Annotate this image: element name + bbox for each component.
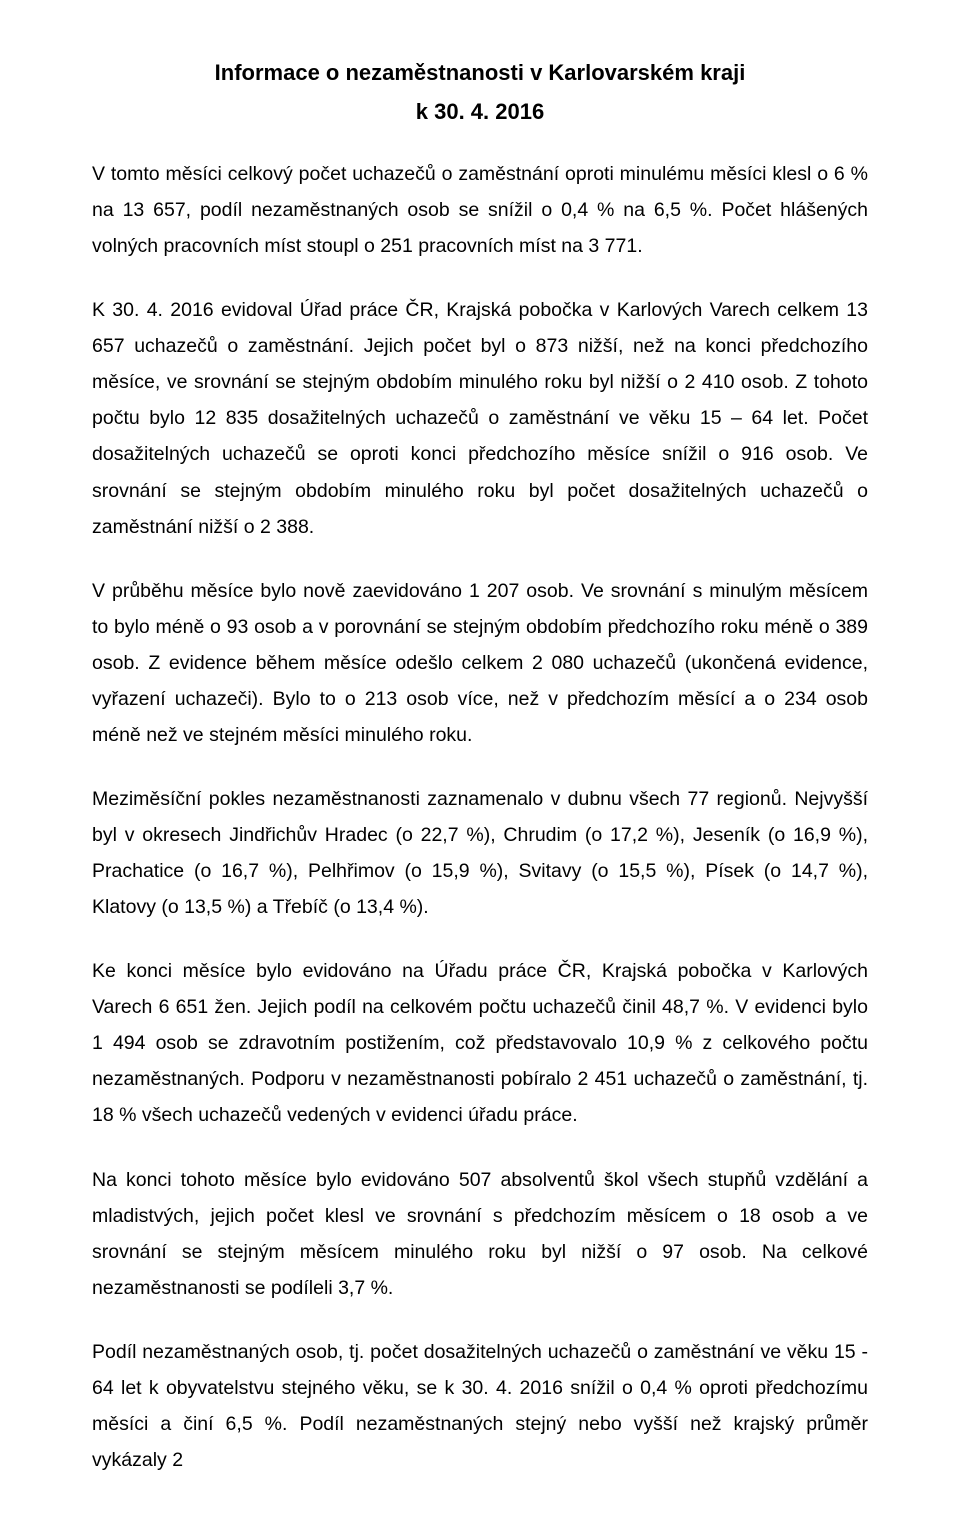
document-title: Informace o nezaměstnanosti v Karlovarsk… <box>92 56 868 89</box>
paragraph-graduates: Na konci tohoto měsíce bylo evidováno 50… <box>92 1162 868 1306</box>
paragraph-monthly-flow: V průběhu měsíce bylo nově zaevidováno 1… <box>92 573 868 753</box>
document-subtitle-date: k 30. 4. 2016 <box>92 95 868 128</box>
paragraph-regional-decline: Meziměsíční pokles nezaměstnanosti zazna… <box>92 781 868 925</box>
paragraph-share-unemployed: Podíl nezaměstnaných osob, tj. počet dos… <box>92 1334 868 1478</box>
paragraph-evidence-counts: K 30. 4. 2016 evidoval Úřad práce ČR, Kr… <box>92 292 868 544</box>
paragraph-demographics: Ke konci měsíce bylo evidováno na Úřadu … <box>92 953 868 1133</box>
paragraph-summary: V tomto měsíci celkový počet uchazečů o … <box>92 156 868 264</box>
